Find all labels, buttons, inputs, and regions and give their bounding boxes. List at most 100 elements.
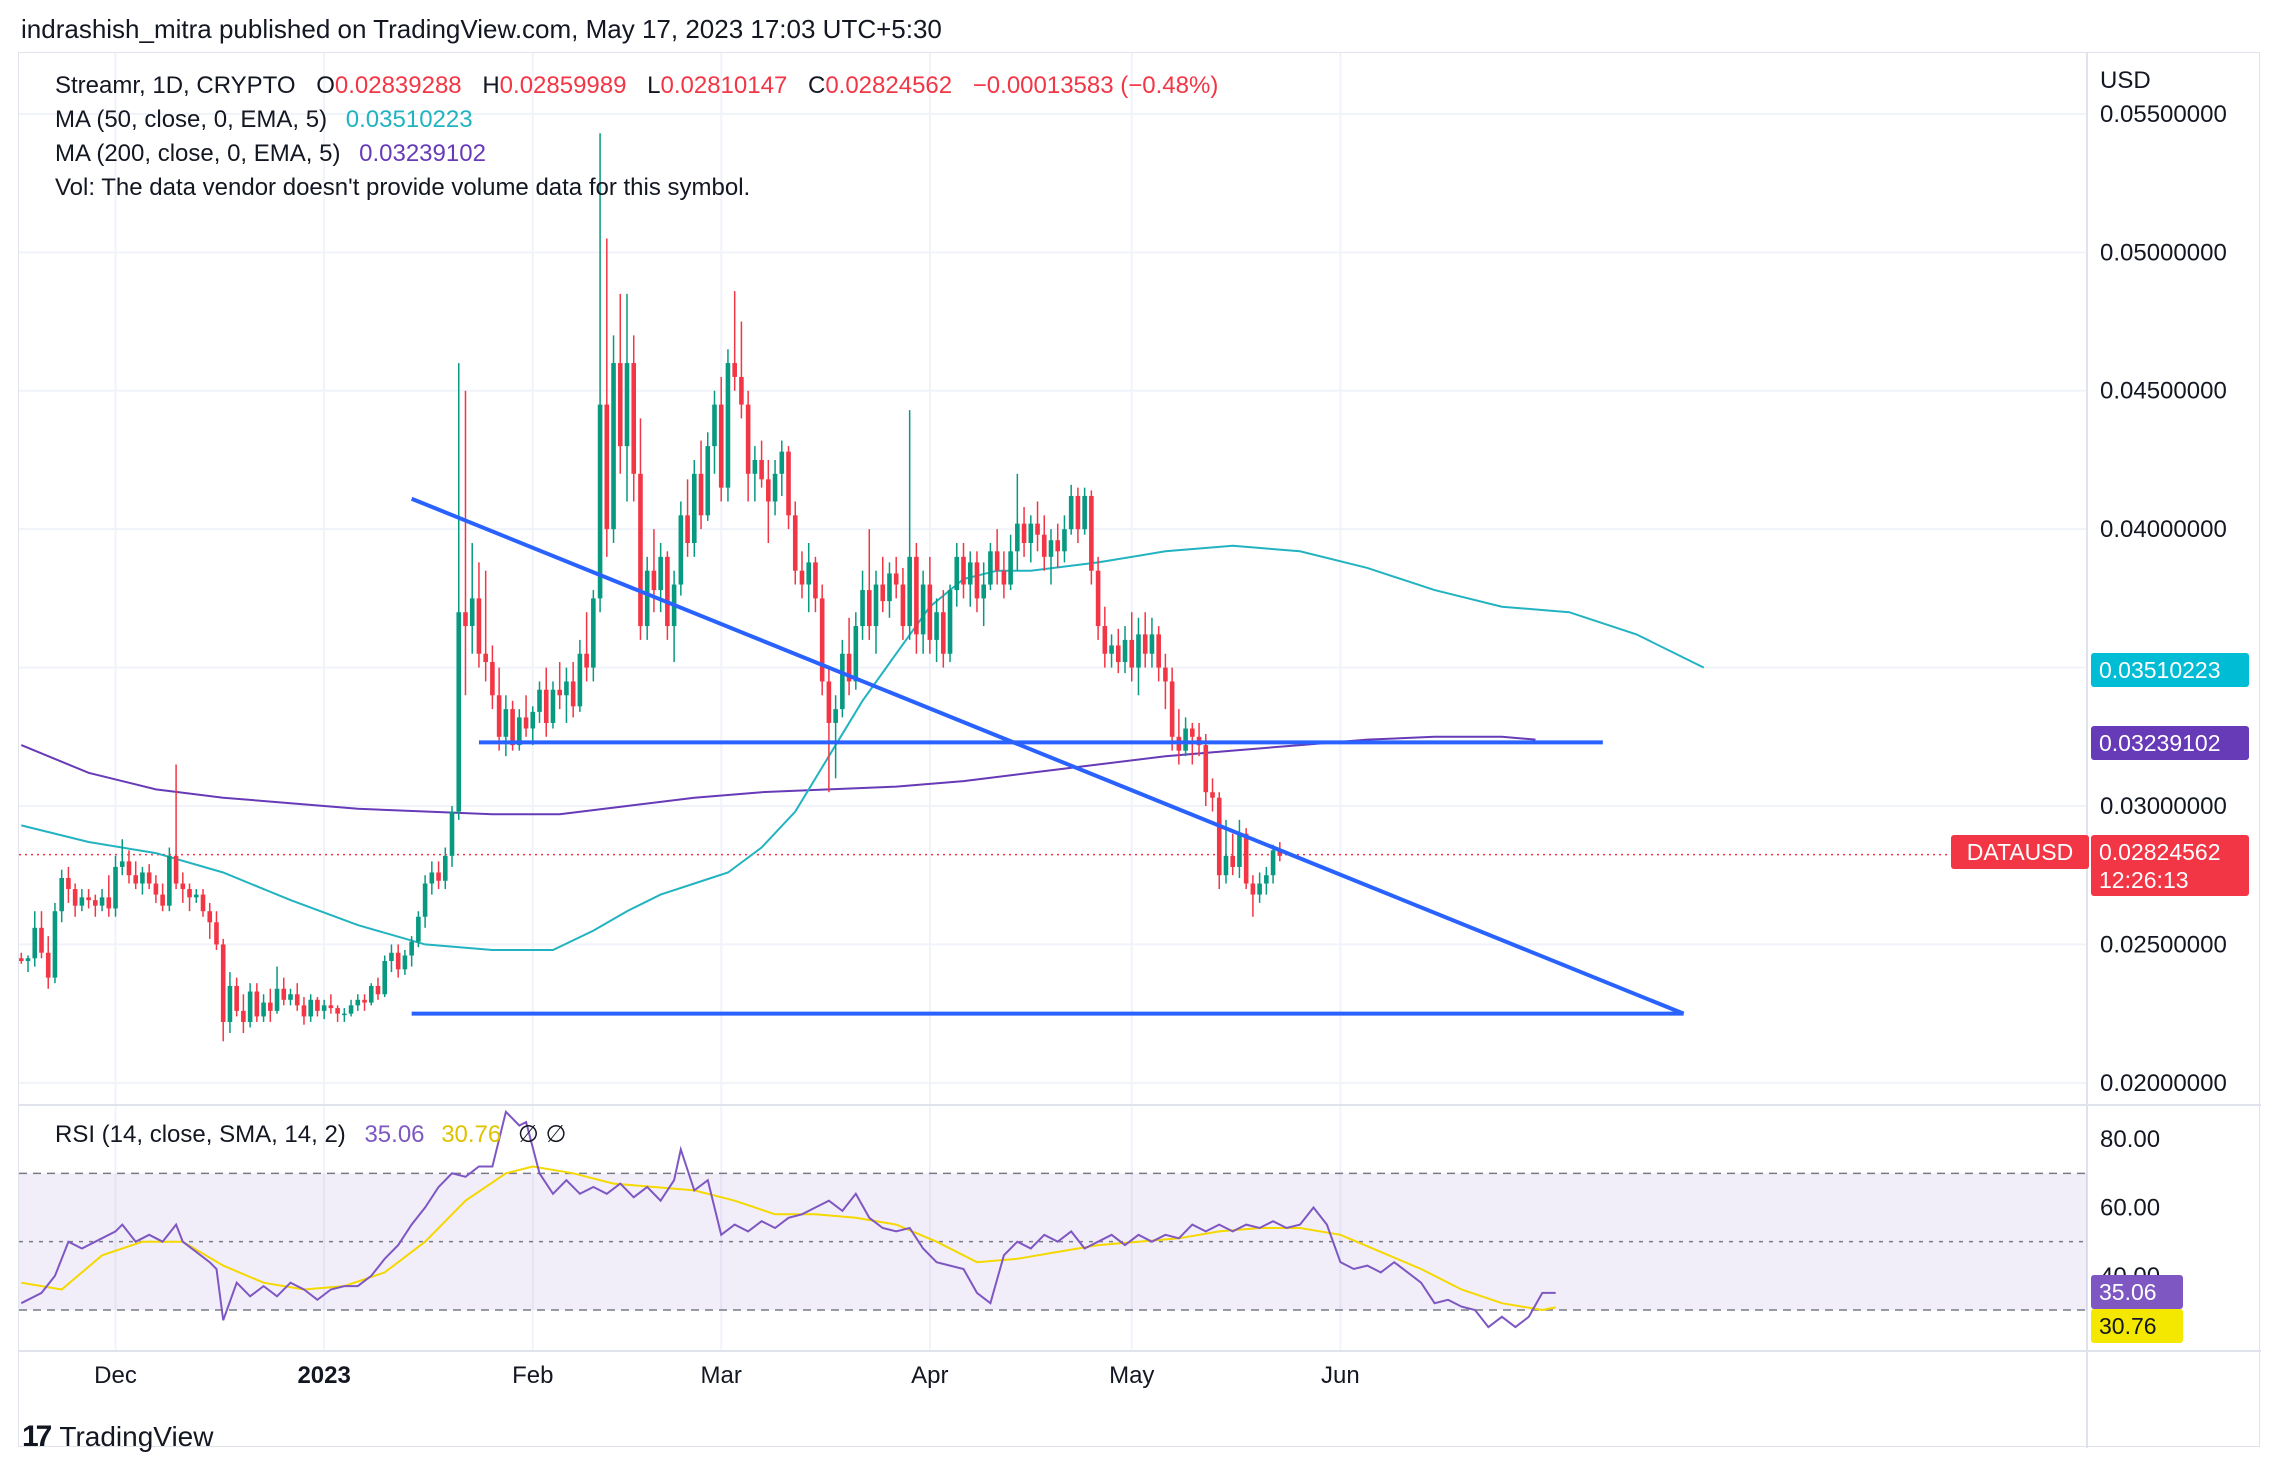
ohlc-legend: Streamr, 1D, CRYPTO O0.02839288 H0.02859… [55,72,1218,100]
candle-body-28 [207,911,213,923]
ma50-price-tag: 0.03510223 [2091,653,2249,687]
candle-body-5 [52,911,58,978]
rsi-tick-label-0: 80.00 [2100,1126,2160,1153]
candle-body-62 [436,872,441,881]
candle-body-185 [1264,875,1269,884]
candle-body-21 [160,894,165,906]
candle-body-94 [651,570,657,591]
candle-body-49 [348,1005,354,1014]
candle-body-45 [321,1005,327,1011]
candle-body-146 [1001,570,1007,585]
candle-body-68 [476,598,482,654]
candle-body-53 [375,985,381,995]
candle-body-25 [187,889,192,898]
candle-body-156 [1068,495,1074,530]
legend-o-label: O [316,72,335,99]
candle-body-170 [1163,667,1168,682]
candle-body-40 [288,994,293,1000]
candle-body-166 [1136,634,1141,668]
candle-body-167 [1142,634,1148,654]
candle-body-124 [853,626,859,682]
candle-body-96 [665,556,670,627]
candle-body-33 [241,1010,246,1022]
candle-body-155 [1062,529,1067,552]
legend-l-value: 0.02810147 [660,72,788,99]
candle-body-6 [59,877,64,912]
candle-body-83 [577,653,583,707]
candle-body-141 [967,562,973,585]
candle-body-58 [409,941,414,956]
candle-body-149 [1021,523,1027,544]
price-tick-label-2: 0.04500000 [2100,378,2227,405]
price-tick-label-3: 0.04000000 [2100,516,2227,543]
candle-body-174 [1190,728,1195,737]
candle-body-90 [624,363,630,447]
candle-body-89 [617,363,623,447]
candle-body-153 [1048,540,1054,557]
candle-body-85 [591,598,596,668]
candle-body-75 [523,717,529,729]
legend-symbol: Streamr, 1D, CRYPTO [55,72,296,99]
currency-label: USD [2100,67,2151,94]
rsi-sma-line [21,1165,1556,1312]
rsi-legend-value: 35.06 [364,1121,425,1148]
candle-body-133 [914,556,919,635]
candle-body-111 [766,479,771,502]
legend-c-label: C [807,72,826,99]
rsi-line [20,1109,1556,1329]
legend-h-label: H [482,72,500,99]
candle-body-142 [974,562,980,599]
candle-body-158 [1082,495,1087,530]
chart-canvas[interactable]: USD 0.05500000 0.05000000 0.04500000 0.04000… [19,53,2261,1448]
candle-body-143 [981,584,986,599]
candle-body-152 [1041,534,1047,557]
candle-body-103 [712,404,717,447]
candle-body-163 [1115,645,1121,663]
candle-body-39 [281,988,287,1000]
candle-body-138 [947,590,953,654]
candle-body-127 [873,584,879,627]
candle-body-126 [866,590,872,627]
candle-body-164 [1122,639,1128,663]
volume-legend: Vol: The data vendor doesn't provide vol… [55,174,750,202]
candle-body-17 [133,875,139,884]
rsi-value-tag: 35.06 [2091,1275,2183,1309]
candle-body-65 [456,612,462,812]
time-tick-label-5: May [1109,1362,1154,1389]
chart-frame[interactable]: USD 0.05500000 0.05000000 0.04500000 0.04000… [18,52,2261,1448]
candle-body-177 [1210,792,1215,798]
candle-body-102 [705,446,711,516]
candle-body-3 [39,927,44,953]
legend-h-value: 0.02859989 [499,72,627,99]
candle-body-14 [113,866,118,909]
publish-header: indrashish_mitra published on TradingVie… [21,14,942,44]
candle-body-176 [1203,745,1209,793]
candle-body-136 [934,612,939,640]
candle-body-125 [860,590,865,627]
candle-body-12 [99,897,105,906]
candle-body-35 [254,991,260,1017]
candle-body-9 [79,897,85,906]
candle-body-182 [1243,833,1249,884]
candle-body-181 [1237,833,1242,867]
candle-body-8 [72,889,78,906]
candle-body-162 [1109,645,1114,654]
tradingview-brand[interactable]: 17 TradingView [22,1420,213,1454]
candle-body-165 [1129,639,1135,668]
rsi-extra-symbols: ∅ ∅ [517,1121,567,1148]
candle-body-4 [45,952,51,978]
candle-body-20 [153,883,159,895]
candle-body-76 [530,711,536,729]
candle-body-56 [395,952,401,970]
candle-body-42 [301,1005,307,1017]
candle-body-159 [1089,495,1094,571]
candle-body-57 [402,955,408,970]
candle-body-109 [752,459,758,474]
candle-body-64 [449,811,455,856]
candle-body-67 [469,598,475,627]
candle-body-7 [66,877,71,890]
candle-body-69 [483,653,488,663]
candle-body-34 [247,991,253,1022]
candle-body-122 [840,653,845,710]
candle-body-186 [1270,850,1276,876]
